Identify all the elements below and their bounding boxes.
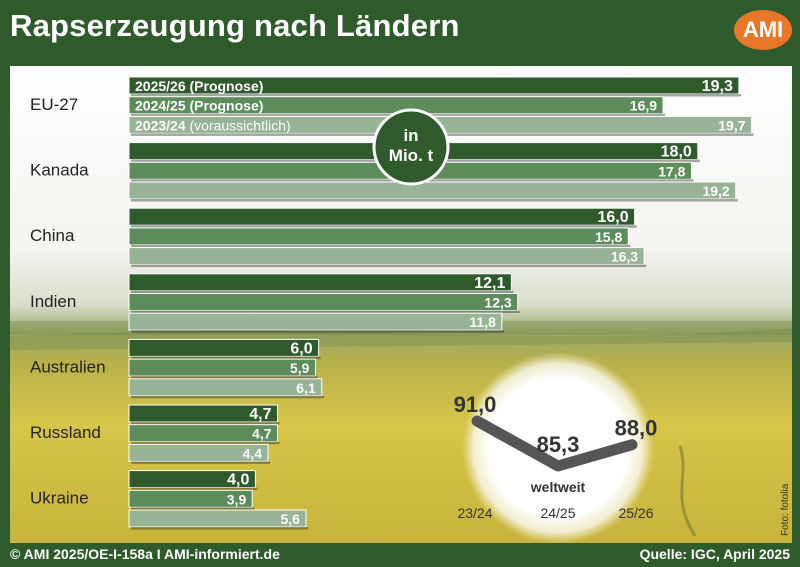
bar xyxy=(128,509,307,528)
category-label: Ukraine xyxy=(30,489,89,508)
source-text: Quelle: IGC, April 2025 xyxy=(639,546,790,562)
world-panel: 91,0 23/24 85,3 24/25 88,0 25/26 weltweit xyxy=(454,352,658,543)
data-label: 4,7 xyxy=(249,406,271,423)
bar-shadow xyxy=(131,527,308,530)
data-label: 4,0 xyxy=(227,472,249,489)
bar-shadow xyxy=(131,199,738,202)
data-label: 6,1 xyxy=(296,380,316,396)
legend-entry: 2024/25 (Prognose) xyxy=(135,98,263,114)
data-label: 19,3 xyxy=(702,78,733,95)
bar-shadow xyxy=(131,244,631,248)
world-value-label: 91,0 xyxy=(454,392,497,417)
unit-badge: in Mio. t xyxy=(372,108,450,186)
data-label: 18,0 xyxy=(661,144,692,161)
data-label: 16,9 xyxy=(630,98,657,114)
bar-shadow xyxy=(131,441,280,445)
bar xyxy=(128,358,316,377)
data-label: 16,3 xyxy=(611,249,638,265)
bar xyxy=(128,404,279,423)
world-line xyxy=(471,415,638,472)
bar xyxy=(128,273,512,292)
data-label: 11,8 xyxy=(469,314,496,330)
world-tick-label: 24/25 xyxy=(540,505,575,521)
bar-shadow xyxy=(131,507,255,510)
data-label: 12,1 xyxy=(474,275,505,292)
unit-label-line1: in xyxy=(403,126,418,145)
bar xyxy=(128,424,279,443)
chart-panel: EU-27 19,3 2025/26 (Prognose) 16,9 2024/25 (… xyxy=(10,66,792,543)
bar-shadow xyxy=(131,356,321,359)
bar-shadow xyxy=(131,330,504,333)
data-label: 3,9 xyxy=(227,491,247,507)
data-label: 5,9 xyxy=(290,360,310,376)
data-label: 15,8 xyxy=(595,229,622,245)
bar xyxy=(128,293,519,311)
world-value-label: 88,0 xyxy=(615,416,658,441)
copyright-text: © AMI 2025/OE-I-158a I AMI-informiert.de xyxy=(10,546,280,562)
data-label: 4,7 xyxy=(252,426,272,442)
data-label: 19,7 xyxy=(718,117,745,133)
bar xyxy=(128,247,645,266)
category-label: EU-27 xyxy=(30,95,78,114)
bar-shadow xyxy=(131,376,318,379)
world-glow xyxy=(462,352,654,543)
bar-shadow xyxy=(131,310,520,313)
bar xyxy=(128,489,253,508)
category-label: China xyxy=(30,226,75,245)
bar xyxy=(128,338,320,357)
bar xyxy=(128,378,323,397)
world-tick-label: 23/24 xyxy=(457,505,492,521)
bar-shadow xyxy=(131,422,280,425)
bar-shadow xyxy=(131,225,637,228)
page-title: Rapserzeugung nach Ländern xyxy=(10,8,460,43)
category-label: Australien xyxy=(30,357,106,376)
legend-entry: 2023/24 (voraussichtlich) xyxy=(135,117,291,133)
bar xyxy=(128,207,636,226)
data-label: 12,3 xyxy=(484,295,511,311)
unit-label-line2: Mio. t xyxy=(389,146,434,165)
bar xyxy=(128,312,503,331)
bar-shadow xyxy=(131,94,741,97)
bar xyxy=(128,470,256,489)
data-label: 19,2 xyxy=(702,183,729,199)
data-label: 6,0 xyxy=(290,340,312,357)
bar-chart: EU-27 19,3 2025/26 (Prognose) 16,9 2024/25 (… xyxy=(10,66,792,543)
world-label: weltweit xyxy=(530,479,586,495)
data-label: 16,0 xyxy=(597,209,628,226)
data-label: 5,6 xyxy=(280,511,300,527)
bar xyxy=(128,181,737,200)
category-label: Indien xyxy=(30,292,76,311)
bar xyxy=(128,443,269,462)
legend-entry: 2025/26 (Prognose) xyxy=(135,78,263,94)
bar xyxy=(128,76,740,95)
bar-shadow xyxy=(131,290,514,294)
world-tick-label: 25/26 xyxy=(618,505,653,521)
photo-credit: Foto: fotolia xyxy=(780,483,791,536)
bar-shadow xyxy=(131,487,258,491)
world-value-label: 85,3 xyxy=(537,432,580,457)
data-label: 17,8 xyxy=(658,163,685,179)
bar-shadow xyxy=(131,395,324,399)
bar-shadow xyxy=(131,461,271,464)
category-label: Russland xyxy=(30,423,101,442)
bar xyxy=(128,227,629,246)
ami-logo: AMI xyxy=(734,10,792,50)
category-label: Kanada xyxy=(30,161,89,180)
bar-shadow xyxy=(131,264,647,268)
data-label: 4,4 xyxy=(243,445,263,461)
